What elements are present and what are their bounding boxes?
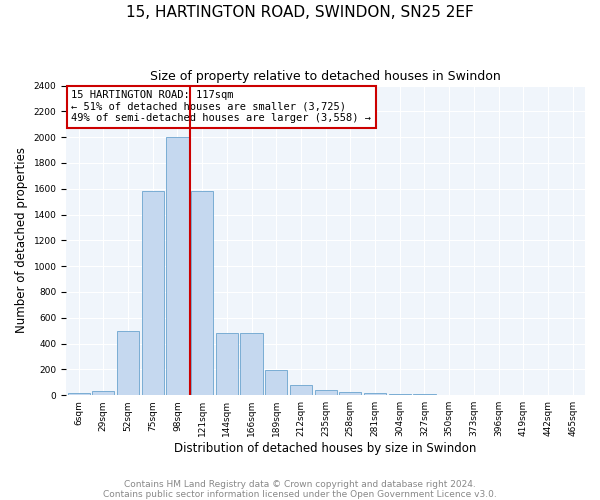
Y-axis label: Number of detached properties: Number of detached properties <box>15 148 28 334</box>
Bar <box>413 394 436 395</box>
Bar <box>339 392 361 395</box>
Bar <box>92 392 115 395</box>
Text: 15, HARTINGTON ROAD, SWINDON, SN25 2EF: 15, HARTINGTON ROAD, SWINDON, SN25 2EF <box>126 5 474 20</box>
Bar <box>241 334 263 395</box>
Bar <box>166 137 188 395</box>
X-axis label: Distribution of detached houses by size in Swindon: Distribution of detached houses by size … <box>175 442 477 455</box>
Bar <box>142 192 164 395</box>
Bar <box>216 334 238 395</box>
Bar <box>438 394 460 395</box>
Bar <box>364 394 386 395</box>
Text: 15 HARTINGTON ROAD: 117sqm
← 51% of detached houses are smaller (3,725)
49% of s: 15 HARTINGTON ROAD: 117sqm ← 51% of deta… <box>71 90 371 124</box>
Bar <box>314 390 337 395</box>
Bar <box>68 394 90 395</box>
Bar <box>389 394 411 395</box>
Bar <box>290 385 312 395</box>
Text: Contains HM Land Registry data © Crown copyright and database right 2024.
Contai: Contains HM Land Registry data © Crown c… <box>103 480 497 499</box>
Bar <box>117 330 139 395</box>
Bar <box>191 192 213 395</box>
Title: Size of property relative to detached houses in Swindon: Size of property relative to detached ho… <box>150 70 501 83</box>
Bar <box>265 370 287 395</box>
